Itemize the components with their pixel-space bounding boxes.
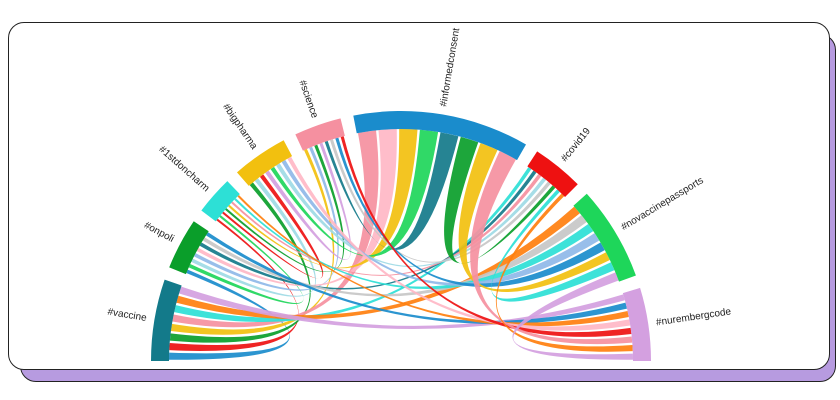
group-arc bbox=[151, 279, 182, 361]
ribbon bbox=[205, 232, 628, 325]
group-label: #science bbox=[296, 79, 320, 120]
group-arc bbox=[353, 110, 526, 161]
ribbon bbox=[237, 194, 629, 327]
group-label: #1stdoncharm bbox=[157, 144, 212, 194]
group-label: #informedconsent bbox=[438, 27, 462, 107]
group-arc bbox=[622, 287, 651, 361]
ribbon bbox=[495, 193, 633, 352]
ribbons bbox=[169, 129, 633, 360]
group-label: #vaccine bbox=[107, 307, 148, 324]
ribbon bbox=[270, 129, 439, 257]
group-arc bbox=[201, 181, 240, 222]
group-arc bbox=[527, 151, 578, 197]
group-label: #novaccinepassports bbox=[619, 175, 705, 233]
group-label: #onpoli bbox=[142, 220, 176, 245]
group-arc bbox=[236, 140, 293, 186]
group-label: #bigpharma bbox=[220, 102, 259, 152]
ribbon bbox=[176, 206, 580, 320]
group-arc bbox=[169, 221, 209, 275]
card: #vaccine #onpoli #1stdoncharm #bigpharma #sc… bbox=[8, 22, 830, 370]
group-label: #covid19 bbox=[559, 126, 593, 164]
group-arc bbox=[573, 193, 636, 282]
ribbon bbox=[324, 132, 459, 251]
ribbon bbox=[276, 163, 547, 267]
chord-diagram: #vaccine #onpoli #1stdoncharm#bigpharma #sc… bbox=[107, 27, 732, 361]
group-label: #nurembergcode bbox=[655, 306, 732, 328]
group-arc bbox=[295, 118, 345, 151]
ribbon bbox=[179, 286, 625, 330]
